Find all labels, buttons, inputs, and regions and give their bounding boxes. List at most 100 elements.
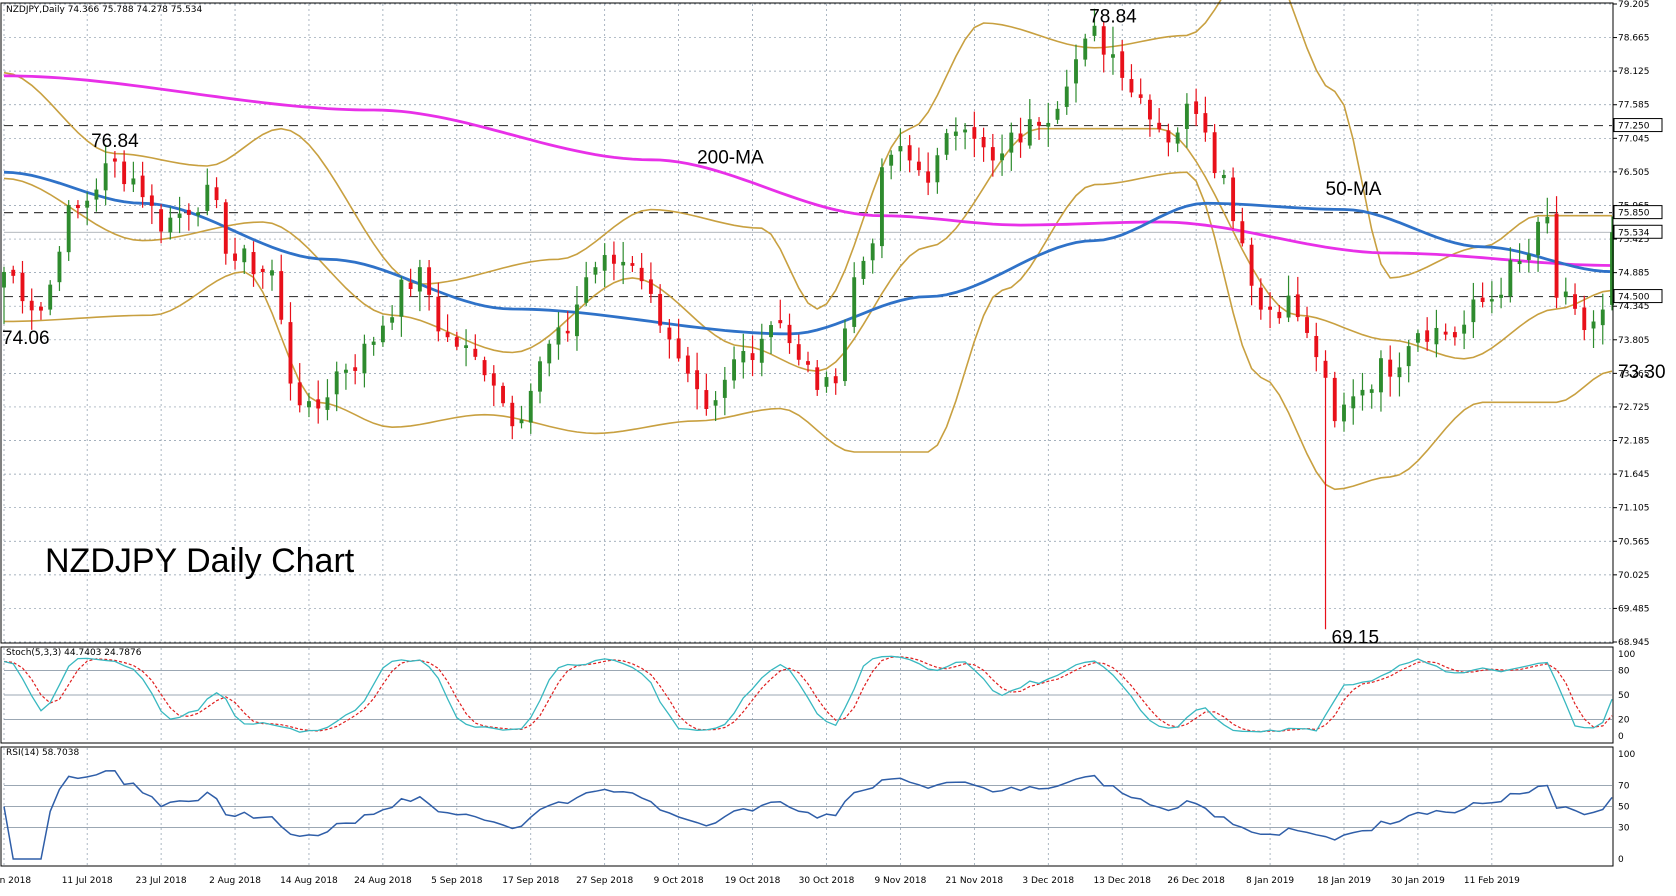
- candle: [1074, 44, 1078, 103]
- candle-body: [1268, 306, 1273, 310]
- candle-body: [140, 175, 145, 198]
- candle-body: [879, 167, 884, 247]
- candle-body: [242, 248, 247, 263]
- rsi-tick-label: 0: [1618, 855, 1624, 865]
- candle: [861, 256, 866, 285]
- candle-body: [1074, 59, 1078, 84]
- candle-body: [750, 353, 755, 361]
- stoch-tick-label: 50: [1618, 691, 1630, 701]
- date-label: 21 Nov 2018: [946, 876, 1004, 886]
- candle-body: [1471, 299, 1476, 323]
- main-panel-frame: [0, 2, 1614, 644]
- price-badge-box: [1613, 205, 1663, 220]
- candle: [769, 321, 773, 354]
- candle: [1351, 379, 1356, 425]
- candle: [990, 133, 995, 177]
- candle-body: [371, 341, 376, 345]
- candle: [528, 383, 533, 434]
- candle: [270, 259, 274, 291]
- stoch-panel-frame: [0, 646, 1614, 744]
- candle: [196, 207, 201, 227]
- date-label: 13 Dec 2018: [1093, 876, 1151, 886]
- rsi-tick-label: 100: [1618, 750, 1635, 760]
- candle-body: [852, 277, 857, 327]
- stoch-header: Stoch(5,3,3) 44.7403 24.7876: [6, 648, 142, 658]
- price-tick-label: 77.045: [1618, 134, 1650, 144]
- candle-body: [149, 195, 154, 206]
- price-tick-label: 76.505: [1618, 168, 1650, 178]
- candle-body: [1194, 101, 1199, 114]
- candle-body: [639, 267, 644, 282]
- candle-body: [778, 320, 783, 324]
- chart-annotation: 73.30: [1618, 362, 1666, 383]
- candle-body: [1415, 333, 1420, 343]
- candle: [1536, 217, 1541, 272]
- date-label: 14 Aug 2018: [280, 876, 338, 886]
- candle: [1314, 322, 1319, 372]
- candle: [1221, 169, 1226, 185]
- candle-body: [990, 147, 995, 161]
- date-label: 5 Sep 2018: [431, 876, 483, 886]
- candle-body: [565, 330, 570, 334]
- candle: [223, 199, 228, 265]
- candle-body: [482, 360, 487, 376]
- candle-body: [1314, 335, 1319, 358]
- candle: [1212, 124, 1217, 179]
- candle-body: [787, 324, 792, 344]
- candle: [390, 305, 395, 330]
- candle: [445, 314, 450, 342]
- candle-body: [205, 184, 210, 211]
- candle-body: [889, 154, 894, 166]
- candle: [1563, 277, 1568, 305]
- candle-body: [1480, 297, 1485, 303]
- candle-body: [667, 327, 672, 340]
- date-label: 11 Jul 2018: [62, 876, 113, 886]
- candle: [334, 361, 339, 412]
- candle-body: [769, 325, 773, 338]
- candle: [1397, 352, 1402, 397]
- candle-body: [270, 270, 274, 276]
- candle-body: [103, 163, 108, 191]
- date-label: 18 Jan 2019: [1317, 876, 1371, 886]
- date-label: 30 Jan 2019: [1391, 876, 1445, 886]
- stoch-tick-label: 20: [1618, 716, 1630, 726]
- candle-body: [953, 131, 958, 136]
- date-label: 17 Sep 2018: [502, 876, 559, 886]
- candle: [1046, 102, 1051, 147]
- candle: [103, 144, 108, 206]
- candle-body: [1212, 132, 1217, 174]
- candle-body: [1508, 260, 1513, 297]
- main-header: NZDJPY,Daily 74.366 75.788 74.278 75.534: [6, 5, 203, 15]
- candle-body: [602, 255, 607, 271]
- candle-body: [1554, 213, 1559, 298]
- candle-body: [1157, 122, 1162, 130]
- candle-body: [112, 158, 117, 162]
- candle: [1582, 295, 1587, 341]
- candle-body: [611, 254, 616, 264]
- stoch-tick-label: 100: [1618, 650, 1635, 660]
- candle: [556, 311, 561, 360]
- candle-body: [168, 217, 173, 233]
- candle: [1055, 101, 1060, 124]
- candle: [1332, 371, 1337, 428]
- price-tick-label: 70.025: [1618, 571, 1650, 581]
- stoch-main-line: [3, 655, 1613, 733]
- panel-frames: [0, 2, 1614, 867]
- candle-body: [353, 367, 358, 371]
- price-tick-label: 71.645: [1618, 470, 1650, 480]
- candle: [750, 335, 755, 377]
- candle: [186, 203, 191, 231]
- candle: [935, 147, 940, 194]
- candle-body: [722, 379, 727, 398]
- candle: [1203, 96, 1208, 142]
- candle: [1591, 310, 1596, 349]
- candle: [1452, 326, 1457, 346]
- candle-body: [1000, 153, 1005, 161]
- candle: [371, 336, 376, 356]
- candle-body: [1434, 327, 1439, 345]
- candle-body: [658, 293, 663, 326]
- candle: [75, 200, 80, 219]
- ma50-line: [3, 170, 1613, 336]
- candle-body: [223, 202, 228, 254]
- candle: [1027, 99, 1032, 149]
